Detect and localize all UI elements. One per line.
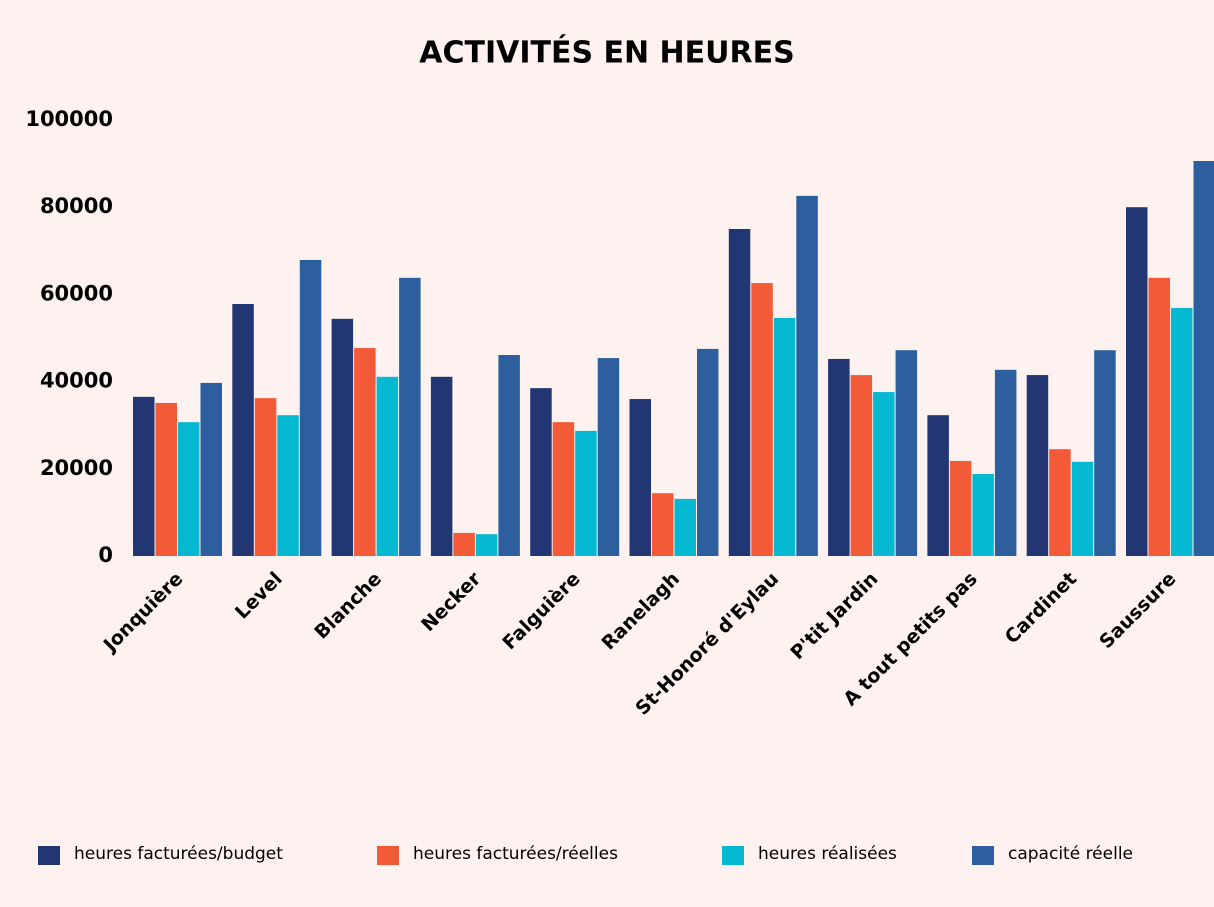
bar: [828, 358, 850, 556]
bar: [1126, 207, 1148, 556]
bar: [200, 382, 222, 556]
bar: [1094, 350, 1116, 556]
bar: [331, 318, 354, 556]
bar: [850, 375, 873, 556]
y-tick-label: 100000: [25, 107, 113, 131]
bar: [895, 350, 918, 556]
bar: [299, 259, 322, 556]
legend-label: heures facturées/budget: [74, 844, 283, 864]
legend-swatch: [377, 846, 399, 865]
bar: [629, 399, 651, 556]
bar: [652, 493, 674, 556]
bar: [597, 358, 620, 556]
bar: [796, 195, 818, 556]
bar: [552, 422, 575, 556]
bar: [1193, 160, 1214, 556]
bar: [1071, 461, 1094, 556]
y-tick-label: 80000: [40, 194, 113, 218]
bar: [927, 415, 949, 556]
chart-title: ACTIVITÉS EN HEURES: [419, 35, 794, 71]
bar: [498, 355, 520, 556]
y-tick-label: 20000: [40, 456, 113, 480]
bar: [254, 398, 277, 556]
bar: [873, 392, 895, 556]
y-tick-label: 0: [98, 543, 113, 567]
bar: [530, 388, 552, 556]
bar: [277, 415, 299, 556]
bar: [751, 283, 773, 556]
bar: [232, 303, 254, 556]
bar: [949, 460, 972, 556]
bar: [575, 430, 597, 556]
bar: [697, 348, 719, 556]
legend-label: heures réalisées: [758, 844, 897, 864]
bar: [155, 402, 177, 556]
bar: [728, 229, 751, 556]
y-tick-label: 60000: [40, 281, 113, 305]
bar: [994, 369, 1017, 556]
bar: [376, 376, 399, 556]
bar: [475, 534, 498, 556]
bar: [133, 396, 155, 556]
bar: [1171, 307, 1193, 556]
bar: [972, 474, 994, 556]
legend-label: heures facturées/réelles: [413, 844, 618, 864]
bar: [354, 348, 376, 556]
bar: [674, 498, 696, 556]
bar: [453, 532, 475, 556]
bar: [178, 422, 200, 556]
legend-swatch: [722, 846, 744, 865]
bar: [399, 277, 421, 556]
bar: [1049, 449, 1071, 556]
bar: [773, 317, 796, 556]
bar: [1026, 375, 1049, 556]
y-tick-label: 40000: [40, 369, 113, 393]
bar: [1148, 277, 1170, 556]
bar: [430, 376, 453, 556]
legend-swatch: [972, 846, 994, 865]
legend-label: capacité réelle: [1008, 844, 1133, 864]
legend-swatch: [38, 846, 60, 865]
